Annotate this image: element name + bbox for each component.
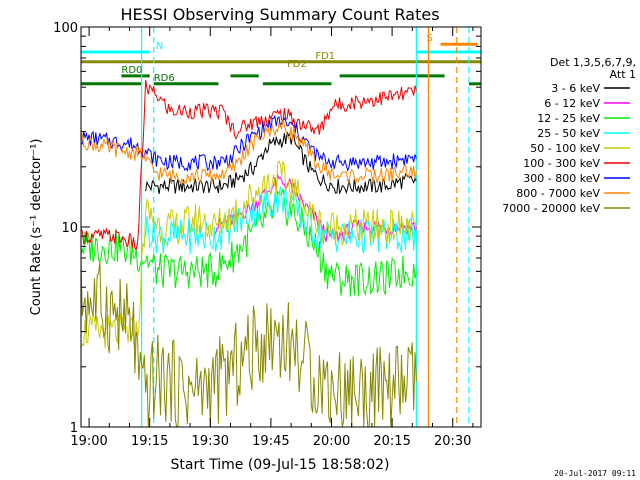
x-axis-label: Start Time (09-Jul-15 18:58:02) [170, 457, 389, 473]
y-tick-label-0: 1 [70, 421, 78, 436]
axes: 19:00 19:15 19:30 19:45 20:00 20:15 20:30 1 10 10… [53, 21, 481, 449]
legend-label-1: 6 - 12 keV [544, 97, 600, 110]
chart-title: HESSI Observing Summary Count Rates [120, 5, 439, 24]
series-line-0 [145, 131, 417, 195]
x-tick-label-5: 20:15 [373, 434, 410, 449]
legend-label-0: 3 - 6 keV [551, 82, 600, 95]
flag-label-rd0: RD0 [121, 65, 142, 76]
flag-label-fd1: FD1 [315, 51, 335, 62]
y-axis-label: Count Rate (s⁻¹ detector⁻¹) [29, 139, 44, 316]
legend-label-4: 50 - 100 keV [530, 142, 600, 155]
flag-labels: N S FD1 FD2 RD0 RD6 [121, 33, 432, 84]
legend-header-0: Det 1,3,5,6,7,9, [550, 56, 636, 69]
legend-label-5: 100 - 300 keV [523, 157, 600, 170]
series-line-8 [81, 259, 417, 427]
legend: Det 1,3,5,6,7,9,Att 1 3 - 6 keV 6 - 12 keV… [502, 56, 636, 215]
legend-label-8: 7000 - 20000 keV [502, 202, 600, 215]
legend-label-3: 25 - 50 keV [537, 127, 600, 140]
generation-timestamp: 20-Jul-2017 09:11 [554, 469, 636, 478]
x-tick-label-3: 19:45 [252, 434, 289, 449]
x-tick-label-1: 19:15 [131, 434, 168, 449]
legend-label-7: 800 - 7000 keV [516, 187, 600, 200]
legend-label-6: 300 - 800 keV [523, 172, 600, 185]
x-tick-label-0: 19:00 [70, 434, 107, 449]
y-tick-label-1: 10 [61, 221, 78, 236]
series-lines [81, 80, 417, 427]
legend-header-1: Att 1 [610, 68, 636, 81]
flag-label-rd6: RD6 [154, 73, 175, 84]
flag-label-n: N [156, 41, 163, 52]
series-line-2 [81, 188, 417, 297]
flag-label-fd2: FD2 [287, 59, 307, 70]
x-tick-label-4: 20:00 [313, 434, 350, 449]
x-tick-label-2: 19:30 [192, 434, 229, 449]
flag-label-s: S [426, 33, 432, 44]
legend-label-2: 12 - 25 keV [537, 112, 600, 125]
series-line-4 [81, 160, 417, 351]
x-tick-label-6: 20:30 [434, 434, 471, 449]
observing-flags [81, 42, 481, 86]
y-tick-label-2: 100 [53, 21, 78, 36]
series-line-5 [81, 80, 417, 251]
series-line-6 [81, 114, 417, 172]
series-line-3 [145, 186, 417, 255]
series-line-7 [81, 120, 417, 185]
